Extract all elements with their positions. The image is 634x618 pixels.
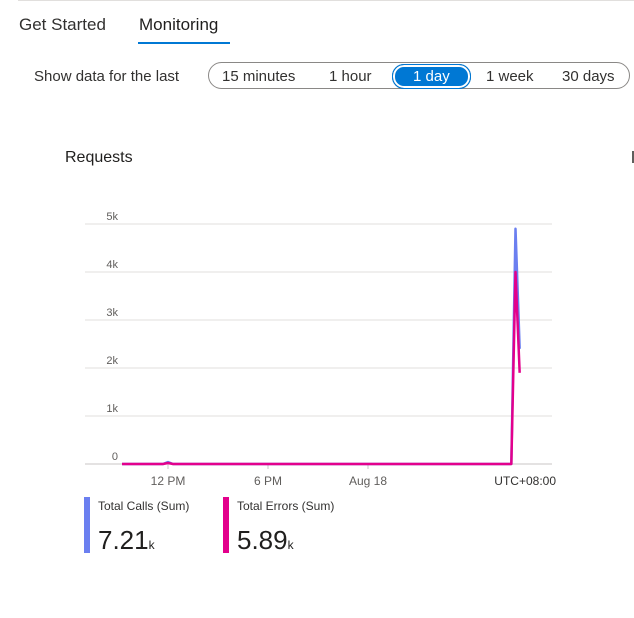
legend-label: Total Calls (Sum)	[98, 499, 190, 513]
x-tick-label: Aug 18	[349, 474, 387, 488]
panel-edge	[632, 151, 634, 163]
option-1-day[interactable]: 1 day	[392, 64, 471, 89]
y-tick-label: 3k	[106, 307, 118, 319]
option-1-hour[interactable]: 1 hour	[329, 68, 372, 85]
option-30-days[interactable]: 30 days	[562, 68, 615, 85]
timezone-label: UTC+08:00	[494, 474, 556, 488]
legend-color-bar	[223, 497, 229, 553]
chart-title: Requests	[65, 149, 133, 166]
legend-color-bar	[84, 497, 90, 553]
series-line-total-errors	[122, 270, 521, 466]
time-range-selector: 15 minutes 1 hour 1 day 1 week 30 days	[208, 62, 630, 89]
y-tick-label: 0	[112, 451, 118, 463]
active-tab-indicator	[138, 42, 230, 44]
tab-get-started[interactable]: Get Started	[19, 15, 106, 34]
legend-label: Total Errors (Sum)	[237, 499, 335, 513]
option-1-week[interactable]: 1 week	[486, 68, 534, 85]
x-tick-label: 12 PM	[151, 474, 186, 488]
y-tick-label: 1k	[106, 403, 118, 415]
y-tick-label: 4k	[106, 259, 118, 271]
series-line-total-calls	[122, 227, 521, 466]
time-range-label: Show data for the last	[34, 68, 180, 85]
y-tick-label: 5k	[106, 211, 118, 223]
tab-monitoring[interactable]: Monitoring	[139, 15, 219, 34]
legend-value: 7.21k	[98, 525, 155, 555]
x-tick-label: 6 PM	[254, 474, 282, 488]
option-15-minutes[interactable]: 15 minutes	[222, 68, 296, 85]
top-divider	[18, 0, 634, 1]
y-tick-label: 2k	[106, 355, 118, 367]
legend-value: 5.89k	[237, 525, 294, 555]
